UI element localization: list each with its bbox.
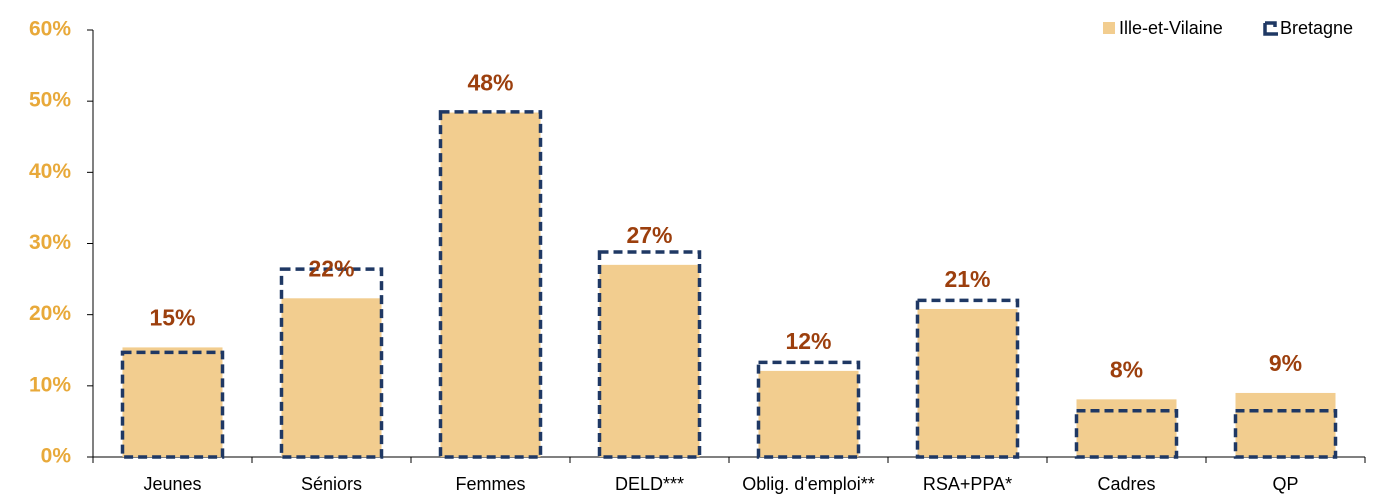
y-tick-label: 60% (29, 18, 71, 41)
bar (440, 112, 541, 457)
legend-label: Bretagne (1280, 18, 1353, 38)
bar (599, 264, 700, 457)
bar-outline (915, 298, 1020, 459)
y-tick-label: 10% (29, 373, 71, 396)
data-label: 15% (149, 304, 195, 330)
legend-swatch (1263, 21, 1278, 36)
bar (122, 347, 223, 457)
bar-outline (756, 360, 861, 459)
data-label: 9% (1269, 350, 1302, 376)
bar-outline (438, 110, 543, 459)
y-tick-label: 40% (29, 160, 71, 183)
x-tick-label: Séniors (301, 474, 362, 494)
bar (1235, 392, 1336, 457)
bar-outline (597, 250, 702, 459)
x-tick-label: Oblig. d'emploi** (742, 474, 875, 494)
x-tick-label: RSA+PPA* (923, 474, 1012, 494)
data-label: 27% (626, 222, 672, 248)
y-tick-label: 50% (29, 89, 71, 112)
data-label: 21% (944, 266, 990, 292)
x-tick-label: Femmes (455, 474, 525, 494)
bar-outline (1233, 408, 1338, 459)
legend-label: Ille-et-Vilaine (1119, 18, 1223, 38)
bar-outline (120, 350, 225, 459)
y-tick-label: 20% (29, 302, 71, 325)
bar-outline (1074, 408, 1179, 459)
data-label: 8% (1110, 356, 1143, 382)
y-tick-label: 0% (41, 445, 72, 468)
x-tick-label: QP (1272, 474, 1298, 494)
x-tick-label: DELD*** (615, 474, 684, 494)
y-tick-label: 30% (29, 231, 71, 254)
data-label: 22% (308, 255, 354, 281)
data-label: 12% (785, 328, 831, 354)
bar (1076, 399, 1177, 457)
legend-swatch (1103, 22, 1115, 34)
x-tick-label: Cadres (1097, 474, 1155, 494)
bar (917, 308, 1018, 457)
bar-outline (279, 267, 384, 459)
bar (281, 298, 382, 457)
bar (758, 370, 859, 457)
x-tick-label: Jeunes (143, 474, 201, 494)
data-label: 48% (467, 70, 513, 96)
